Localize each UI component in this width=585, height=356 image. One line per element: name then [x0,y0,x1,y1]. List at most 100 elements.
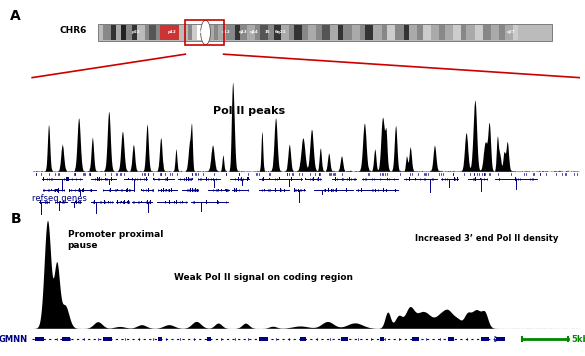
Bar [108,201,109,203]
Bar [259,337,267,341]
Bar [192,188,193,192]
Bar [174,201,175,203]
Bar [147,200,148,204]
Bar [75,201,76,203]
Text: Increased 3’ end Pol II density: Increased 3’ end Pol II density [415,234,559,243]
Text: 6q21: 6q21 [275,30,287,35]
Bar [68,177,69,181]
Bar [218,25,226,40]
Bar [82,189,83,192]
Bar [302,25,308,40]
Bar [453,25,461,40]
Bar [412,337,419,341]
Bar [461,25,466,40]
Bar [149,25,156,40]
Bar [207,337,211,341]
Bar [226,189,227,192]
Bar [274,25,280,40]
Bar [457,177,458,181]
Bar [336,188,337,192]
Bar [207,25,214,40]
Bar [188,25,192,40]
Bar [145,25,149,40]
Bar [255,25,260,40]
Bar [247,25,255,40]
Bar [79,188,80,192]
Bar [141,189,142,192]
Bar [423,25,431,40]
Bar [43,177,44,181]
Bar [381,25,387,40]
Bar [387,178,388,180]
Bar [104,200,105,204]
Bar [185,20,223,44]
Bar [483,25,491,40]
Bar [475,177,476,181]
Bar [515,177,516,180]
Bar [529,178,531,180]
Text: A: A [11,9,21,22]
Bar [112,25,116,40]
Bar [365,25,373,40]
Bar [481,337,488,341]
Bar [346,188,347,192]
Bar [78,189,80,192]
Bar [61,200,63,204]
Bar [206,200,207,204]
Bar [197,189,198,192]
Bar [203,25,207,40]
Bar [322,25,330,40]
Bar [374,189,376,192]
Bar [192,25,197,40]
Bar [126,25,132,40]
Bar [195,188,197,192]
Bar [169,189,170,192]
Bar [375,189,376,192]
Bar [269,178,270,180]
Bar [62,337,70,341]
Text: p22: p22 [132,30,140,35]
Text: q13: q13 [238,30,247,35]
Text: q12: q12 [222,30,230,35]
Bar [167,177,168,181]
Bar [480,178,481,180]
Bar [284,189,285,192]
Bar [104,25,112,40]
Bar [298,189,299,192]
Bar [66,177,67,181]
Bar [161,189,162,192]
Bar [284,189,285,192]
Bar [236,188,237,192]
Bar [91,189,92,192]
Bar [218,189,219,192]
Bar [175,25,180,40]
Bar [212,189,214,192]
Bar [275,188,276,192]
Bar [117,189,118,191]
Bar [343,25,352,40]
Bar [387,25,395,40]
Text: Weak Pol II signal on coding region: Weak Pol II signal on coding region [174,273,353,282]
Bar [127,188,128,192]
Bar [225,189,226,192]
Bar [496,337,505,341]
Bar [60,201,61,203]
Bar [439,25,445,40]
Ellipse shape [201,20,211,44]
Bar [116,25,121,40]
Bar [206,177,207,180]
Bar [169,200,170,204]
Bar [313,177,314,181]
Bar [417,25,423,40]
Bar [291,177,292,181]
Bar [349,177,350,181]
Bar [214,25,218,40]
Bar [280,188,281,192]
Bar [176,200,177,204]
Bar [132,178,133,180]
Bar [141,201,142,203]
Bar [82,188,84,192]
Bar [216,200,218,204]
Text: B: B [11,212,21,226]
Bar [330,25,338,40]
